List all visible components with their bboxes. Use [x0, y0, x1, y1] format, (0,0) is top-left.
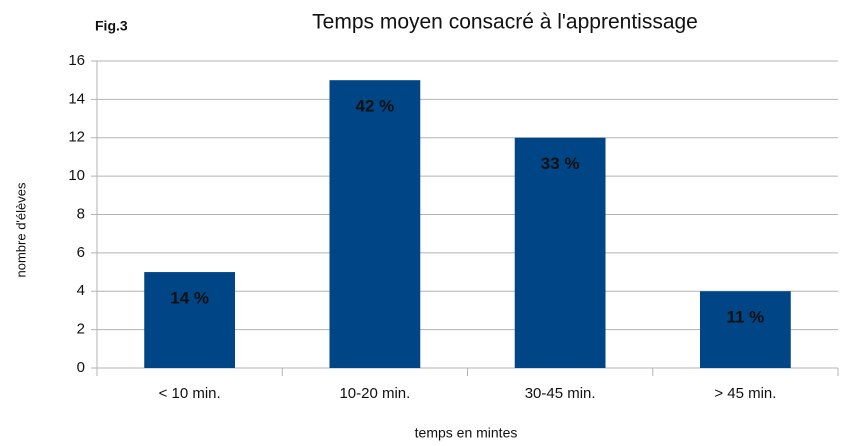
y-tick-label: 10 [68, 167, 85, 184]
bar-annotation: 11 % [726, 308, 764, 327]
y-axis-label: nombre d'élèves [13, 182, 28, 277]
chart-title: Temps moyen consacré à l'apprentissage [312, 11, 698, 34]
x-tick-label: 10-20 min. [339, 385, 410, 402]
y-tick-label: 14 [68, 90, 85, 107]
x-tick-label: < 10 min. [159, 385, 221, 402]
y-tick-label: 6 [77, 244, 85, 261]
bar-annotation: 42 % [356, 97, 395, 116]
x-axis-label: temps en mintes [415, 425, 518, 441]
bar-annotation: 33 % [541, 154, 580, 173]
bar [699, 291, 791, 368]
x-tick-label: > 45 min. [714, 385, 776, 402]
figure-label: Fig.3 [95, 18, 128, 34]
x-tick-label: 30-45 min. [525, 385, 596, 402]
y-tick-label: 0 [77, 359, 85, 376]
y-tick-label: 8 [77, 205, 85, 222]
y-tick-label: 4 [77, 282, 85, 299]
y-tick-label: 16 [68, 52, 85, 69]
bar [514, 137, 606, 368]
bar [144, 272, 236, 368]
bar [329, 80, 421, 368]
bar-annotation: 14 % [170, 289, 209, 308]
y-tick-label: 2 [77, 321, 85, 338]
y-tick-label: 12 [68, 129, 85, 146]
